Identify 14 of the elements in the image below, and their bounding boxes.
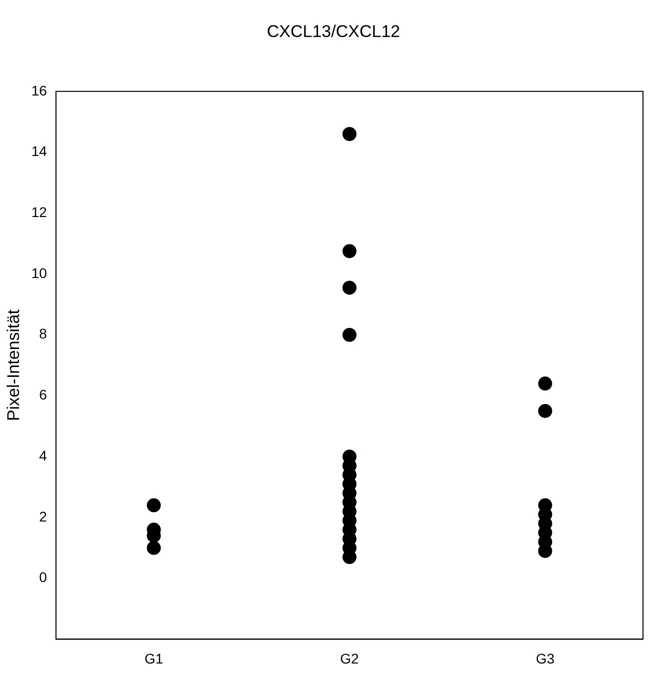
x-tick-label: G3	[536, 650, 555, 666]
y-tick-label: 8	[39, 326, 48, 342]
x-tick-label: G2	[340, 650, 360, 666]
y-tick-label: 6	[39, 386, 48, 403]
y-tick-label: 16	[31, 82, 48, 98]
y-tick-label: 14	[31, 143, 48, 160]
y-tick-label: 4	[39, 447, 48, 464]
y-tick-label: 10	[31, 264, 48, 281]
chart-title: CXCL13/CXCL12	[266, 22, 402, 42]
y-tick-label: 0	[39, 569, 48, 586]
y-axis-title: Pixel-Intensität	[4, 309, 23, 422]
y-tick-label: 12	[31, 204, 48, 220]
y-tick-label: 2	[39, 508, 48, 524]
x-tick-label: G1	[144, 650, 164, 666]
